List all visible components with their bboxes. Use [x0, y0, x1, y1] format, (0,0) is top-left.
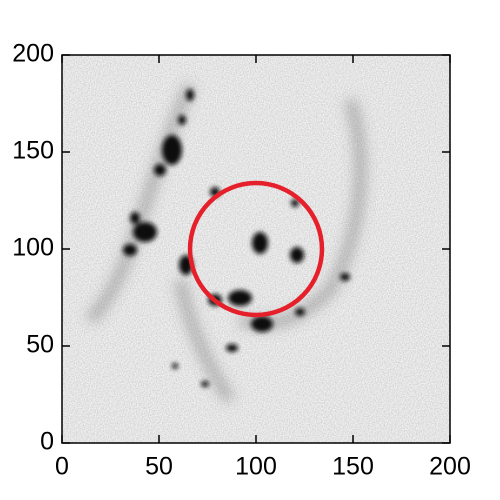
y-tick-label: 200 [12, 40, 54, 68]
bright-knots [123, 89, 350, 387]
x-tick-label: 0 [55, 453, 69, 481]
image [62, 55, 450, 443]
y-tick-label: 100 [12, 234, 54, 262]
y-tick-label: 150 [12, 137, 54, 165]
y-tick-label: 50 [26, 331, 54, 359]
y-tick-label: 0 [40, 428, 54, 456]
x-tick-label: 200 [429, 453, 471, 481]
aperture-circle [187, 180, 325, 318]
x-tick-label: 100 [235, 453, 277, 481]
x-tick-label: 150 [332, 453, 374, 481]
x-tick-label: 50 [145, 453, 173, 481]
